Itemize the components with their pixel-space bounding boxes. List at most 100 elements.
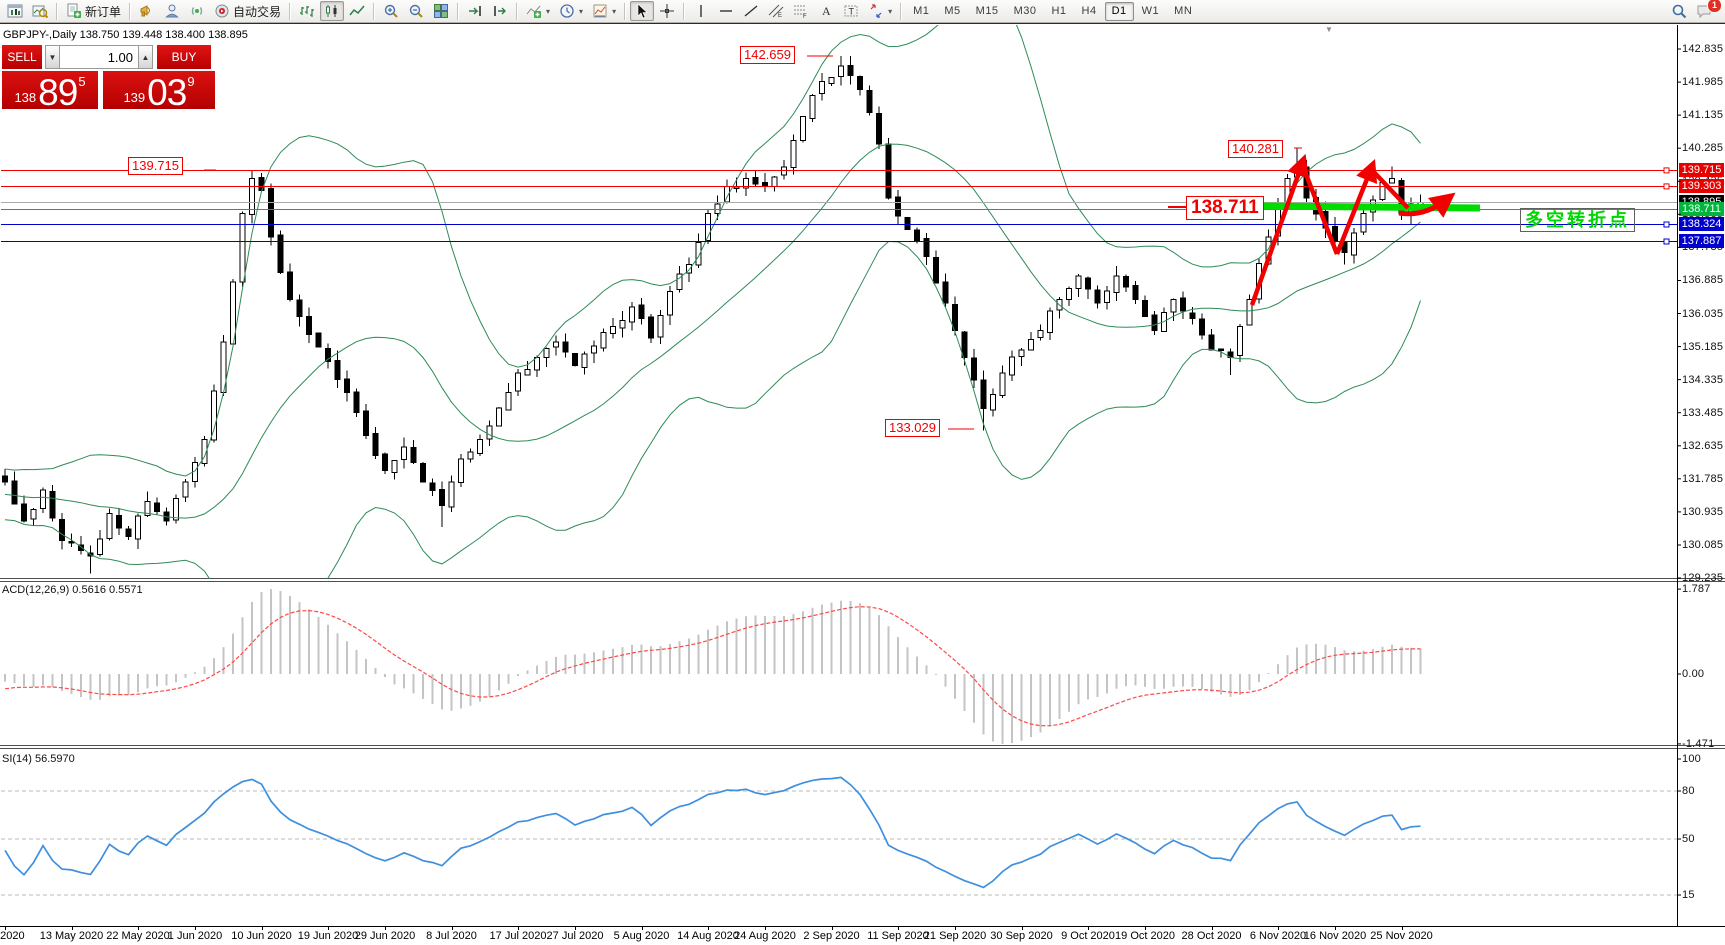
auto-trading-button[interactable]: 自动交易 (210, 1, 285, 21)
chevron-down-icon[interactable]: ▾ (612, 6, 617, 16)
date-tick (1088, 927, 1089, 930)
svg-text:T: T (849, 7, 855, 17)
equidistant-channel-button[interactable]: E (764, 1, 788, 21)
price-callout-label[interactable]: 133.029 (885, 419, 940, 437)
chart-window-button[interactable] (3, 1, 27, 21)
price-tick-label: 134.335 (1682, 373, 1724, 386)
chevron-down-icon[interactable]: ▾ (546, 6, 551, 16)
price-callout-label[interactable]: 142.659 (740, 46, 795, 64)
annotation-text[interactable]: 多空转折点 (1520, 208, 1635, 232)
templates-icon (592, 3, 608, 19)
arrows-button[interactable]: ▾ (864, 1, 896, 21)
candlestick-button[interactable] (320, 1, 345, 21)
indicators-button[interactable]: ▾ (522, 1, 554, 21)
experts-button[interactable] (160, 1, 184, 21)
sell-price-pip: 5 (78, 74, 86, 89)
support-highlight-line[interactable] (1262, 202, 1481, 212)
fibonacci-button[interactable]: F (789, 1, 813, 21)
price-callout-label[interactable]: 140.281 (1228, 140, 1283, 158)
symbol-info: GBPJPY-,Daily 138.750 139.448 138.400 13… (3, 29, 248, 41)
trend-arrows[interactable] (1249, 153, 1456, 306)
zoom-in-button[interactable] (379, 1, 403, 21)
periods-button[interactable]: ▾ (555, 1, 587, 21)
text-button[interactable]: A (814, 1, 838, 21)
price-tick-label: 129.235 (1682, 572, 1724, 585)
vertical-line-icon (693, 3, 709, 19)
date-tick (5, 927, 6, 930)
date-label: 17 Jul 2020 (489, 930, 547, 942)
chart-window[interactable]: GBPJPY-,Daily 138.750 139.448 138.400 13… (0, 23, 1725, 945)
chevron-down-icon[interactable]: ▾ (888, 6, 893, 16)
date-tick (1021, 927, 1023, 930)
timeframe-button-h1[interactable]: H1 (1051, 5, 1067, 17)
macd-panel-separator[interactable] (0, 578, 1725, 582)
timeframe-button-m5[interactable]: M5 (944, 5, 961, 17)
timeframe-button-m15[interactable]: M15 (975, 5, 999, 17)
price-axis-line (1677, 25, 1678, 926)
date-tick (1211, 927, 1213, 930)
price-tick-label: 132.635 (1682, 439, 1724, 452)
date-tick (328, 927, 329, 930)
text-label-button[interactable]: T (839, 1, 863, 21)
templates-button[interactable]: ▾ (588, 1, 620, 21)
rsi-tick-label: 50 (1682, 833, 1695, 845)
toolbar-separator (289, 2, 292, 20)
buy-price[interactable]: 139 03 9 (103, 71, 215, 111)
fibonacci-icon: F (793, 3, 809, 19)
horizontal-line-button[interactable] (714, 1, 738, 21)
search-button[interactable] (1667, 1, 1691, 21)
sell-price[interactable]: 138 89 5 (2, 71, 98, 111)
toolbar-separator (129, 2, 132, 20)
periods-icon (559, 3, 575, 19)
price-callout-label[interactable]: 138.711 (1186, 196, 1264, 220)
new-order-button[interactable]: 新订单 (62, 1, 125, 21)
notifications-button[interactable]: 1 (1692, 0, 1722, 21)
date-label: 29 Jun 2020 (354, 930, 416, 942)
window-splitter-icon[interactable]: ▼ (1325, 25, 1333, 34)
date-tick (1145, 927, 1146, 930)
volume-up-button[interactable]: ▲ (138, 45, 153, 69)
auto-trading-icon (214, 3, 230, 19)
price-tick-label: 131.785 (1682, 472, 1724, 485)
volume-down-button[interactable]: ▼ (45, 45, 60, 69)
bar-chart-button[interactable] (295, 1, 319, 21)
chart-window-icon (7, 3, 23, 19)
volume-input[interactable]: 1.00 (60, 45, 138, 69)
chart-shift-button[interactable] (488, 1, 512, 21)
date-tick (575, 927, 576, 930)
auto-scroll-button[interactable] (463, 1, 487, 21)
crosshair-button[interactable] (655, 1, 679, 21)
date-tick (955, 927, 956, 930)
timeframe-button-w1[interactable]: W1 (1141, 5, 1160, 17)
zoom-out-button[interactable] (404, 1, 428, 21)
price-tick-label: 133.485 (1682, 406, 1724, 419)
signals-icon (189, 3, 205, 19)
tile-windows-button[interactable] (429, 1, 453, 21)
rsi-panel-separator[interactable] (0, 745, 1725, 749)
zoom-out-icon (408, 3, 424, 19)
cursor-button[interactable] (630, 1, 655, 21)
horizontal-lines[interactable] (1, 167, 1677, 245)
trendline-button[interactable] (739, 1, 763, 21)
timeframe-button-d1[interactable]: D1 (1104, 1, 1134, 21)
chevron-down-icon[interactable]: ▾ (579, 6, 584, 16)
alerts-horn-icon (139, 3, 155, 19)
timeframe-button-m1[interactable]: M1 (913, 5, 930, 17)
timeframe-button-m30[interactable]: M30 (1013, 5, 1037, 17)
signals-button[interactable] (185, 1, 209, 21)
buy-price-prefix: 139 (123, 90, 146, 105)
price-callout-label[interactable]: 139.715 (128, 157, 183, 175)
chart-profiles-button[interactable] (28, 1, 52, 21)
line-chart-button[interactable] (345, 1, 369, 21)
buy-button[interactable]: BUY (157, 45, 211, 69)
price-line-axis-label: 138.324 (1679, 217, 1724, 232)
toolbar-separator (56, 2, 58, 20)
rsi-label: SI(14) 56.5970 (2, 753, 75, 765)
alerts-horn-button[interactable] (135, 1, 159, 21)
timeframe-button-mn[interactable]: MN (1174, 5, 1193, 17)
timeframe-button-h4[interactable]: H4 (1081, 5, 1097, 17)
vertical-line-button[interactable] (689, 1, 713, 21)
sell-button[interactable]: SELL (2, 45, 42, 69)
